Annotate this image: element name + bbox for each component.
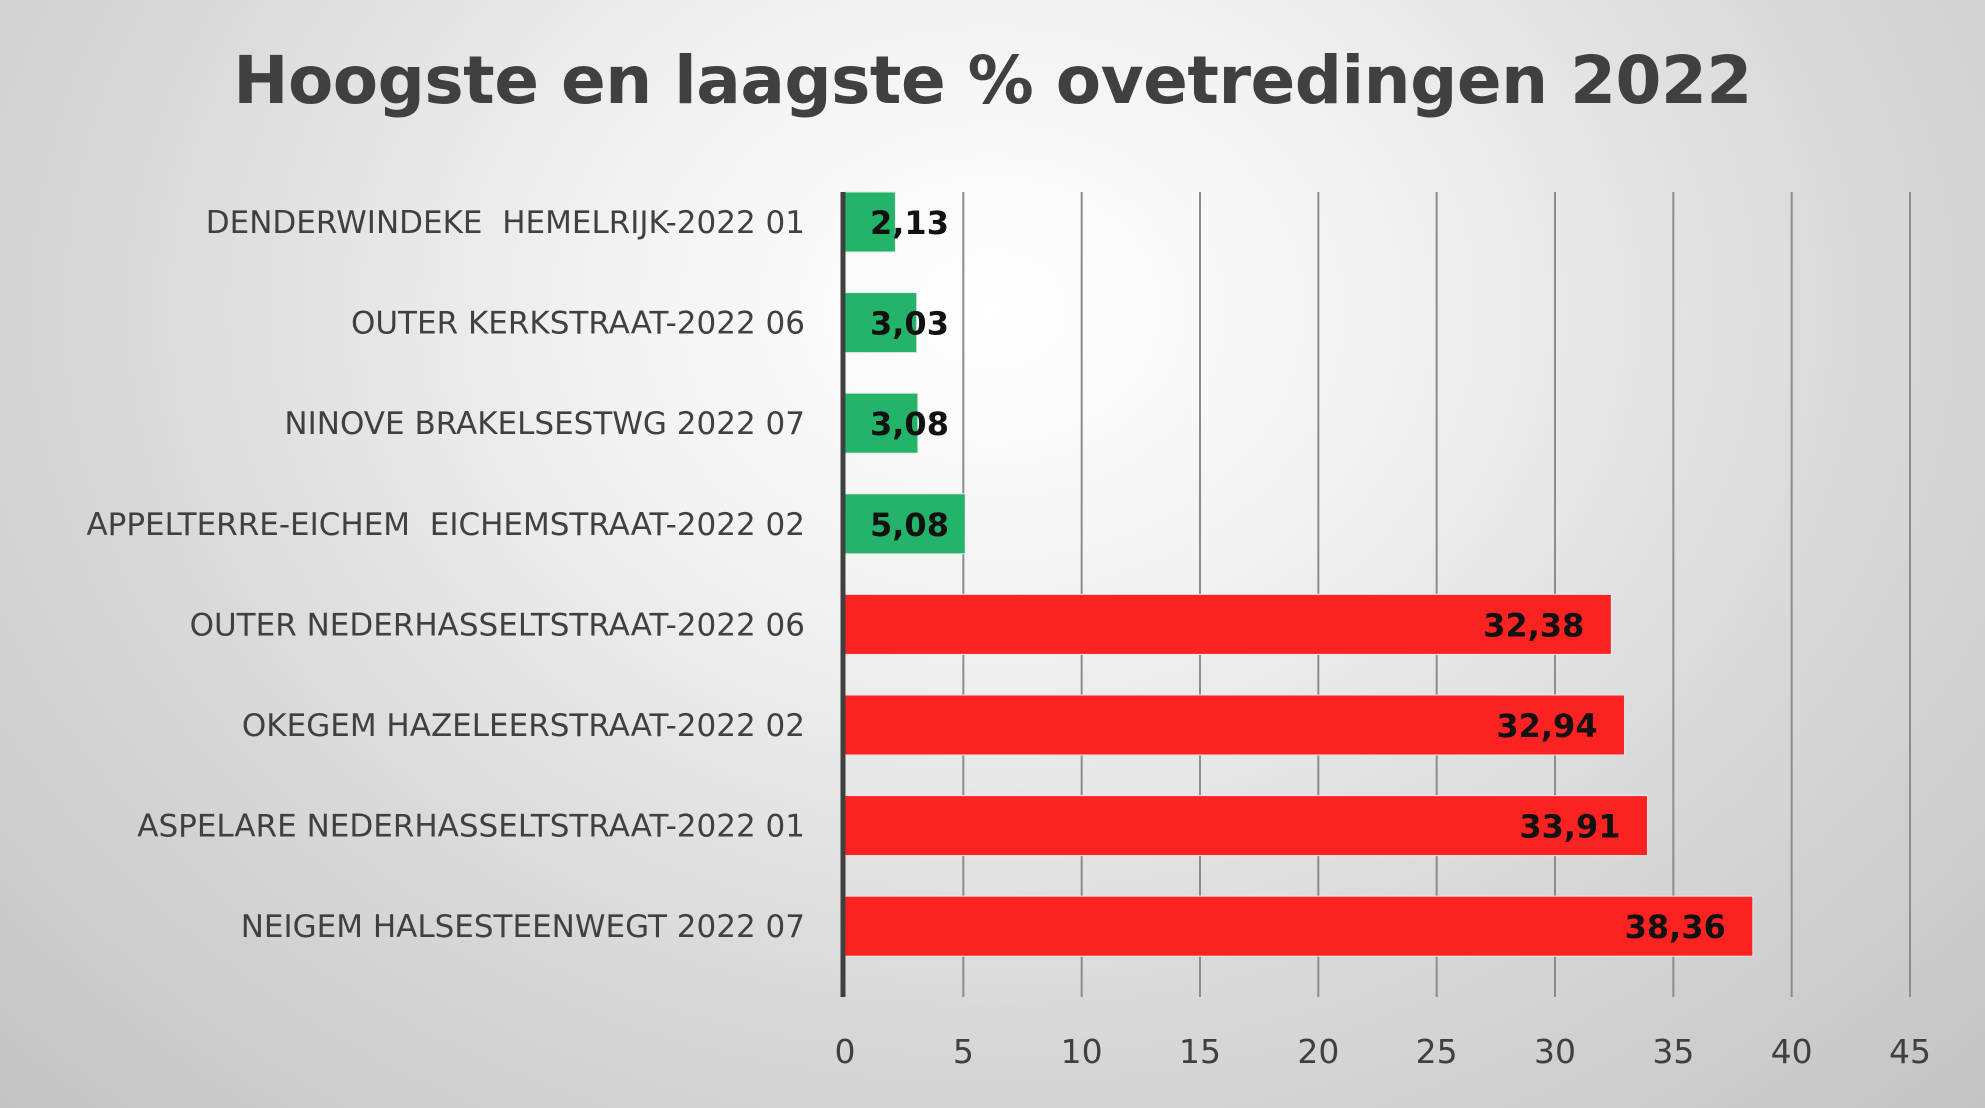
category-label: OUTER KERKSTRAAT-2022 06 (351, 306, 805, 342)
data-label: 32,94 (1496, 707, 1597, 745)
data-label: 3,08 (870, 405, 949, 443)
x-tick-label: 5 (953, 1032, 974, 1071)
bar (844, 895, 1754, 957)
data-label: 33,91 (1519, 808, 1620, 846)
x-tick-label: 10 (1061, 1032, 1103, 1071)
bar (844, 392, 919, 454)
category-label: NEIGEM HALSESTEENWEGT 2022 07 (241, 909, 805, 945)
category-label: NINOVE BRAKELSESTWG 2022 07 (284, 406, 805, 442)
category-label: OUTER NEDERHASSELTSTRAAT-2022 06 (190, 607, 805, 643)
data-label: 3,03 (870, 305, 949, 343)
data-label: 38,36 (1625, 908, 1726, 946)
bar (844, 191, 896, 253)
bar (844, 493, 966, 555)
x-tick-label: 30 (1534, 1032, 1576, 1071)
x-tick-label: 25 (1416, 1032, 1458, 1071)
bars (844, 191, 1754, 957)
x-tick-label: 0 (835, 1032, 856, 1071)
x-tick-label: 45 (1889, 1032, 1931, 1071)
data-label: 2,13 (870, 204, 949, 242)
x-tick-label: 40 (1771, 1032, 1813, 1071)
chart-title: Hoogste en laagste % ovetredingen 2022 (233, 42, 1752, 119)
bar (844, 593, 1612, 655)
category-label: DENDERWINDEKE HEMELRIJK-2022 01 (206, 205, 805, 241)
x-tick-label: 15 (1179, 1032, 1221, 1071)
labels: 0 5 10 15 20 25 30 35 40 45 DENDERWINDEKE HEMELRIJ… (86, 204, 1931, 1071)
x-tick-label: 35 (1652, 1032, 1694, 1071)
data-label: 32,38 (1483, 606, 1584, 644)
x-tick-label: 20 (1297, 1032, 1339, 1071)
bar (844, 292, 918, 354)
category-label: APPELTERRE-EICHEM EICHEMSTRAAT-2022 02 (86, 507, 805, 543)
category-label: ASPELARE NEDERHASSELTSTRAAT-2022 01 (137, 809, 805, 845)
category-label: OKEGEM HAZELEERSTRAAT-2022 02 (242, 708, 805, 744)
bar (844, 694, 1626, 756)
data-label: 5,08 (870, 506, 949, 544)
bar (844, 795, 1649, 857)
